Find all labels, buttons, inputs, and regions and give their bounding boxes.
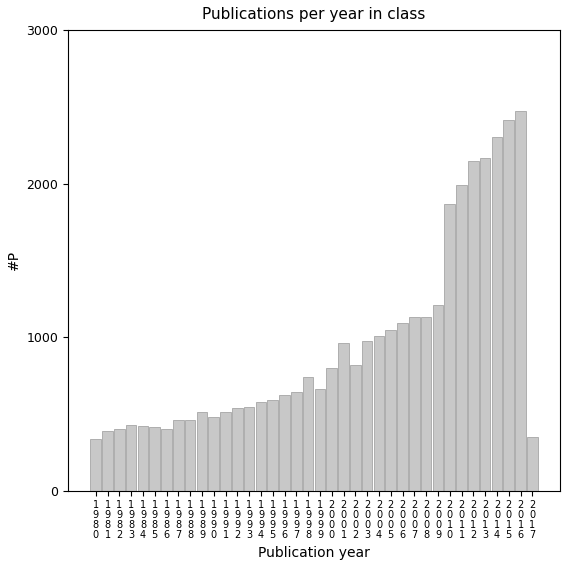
Bar [409, 318, 420, 491]
Bar [185, 420, 196, 491]
Bar [456, 185, 467, 491]
Bar [480, 158, 490, 491]
Bar [161, 429, 172, 491]
Bar [291, 392, 302, 491]
Bar [527, 437, 538, 491]
Bar [280, 395, 290, 491]
Bar [138, 426, 149, 491]
Bar [256, 401, 266, 491]
X-axis label: Publication year: Publication year [258, 546, 370, 560]
Bar [197, 412, 208, 491]
Title: Publications per year in class: Publications per year in class [202, 7, 426, 22]
Bar [338, 344, 349, 491]
Bar [492, 137, 502, 491]
Bar [374, 336, 384, 491]
Bar [209, 417, 219, 491]
Bar [303, 377, 314, 491]
Bar [315, 390, 325, 491]
Bar [397, 323, 408, 491]
Bar [350, 365, 361, 491]
Bar [515, 111, 526, 491]
Bar [268, 400, 278, 491]
Bar [220, 412, 231, 491]
Y-axis label: #P: #P [7, 251, 21, 270]
Bar [232, 408, 243, 491]
Bar [244, 407, 255, 491]
Bar [327, 368, 337, 491]
Bar [503, 120, 514, 491]
Bar [433, 305, 443, 491]
Bar [173, 420, 184, 491]
Bar [102, 431, 113, 491]
Bar [421, 318, 431, 491]
Bar [386, 331, 396, 491]
Bar [445, 204, 455, 491]
Bar [91, 438, 101, 491]
Bar [126, 425, 137, 491]
Bar [150, 427, 160, 491]
Bar [362, 341, 373, 491]
Bar [468, 160, 479, 491]
Bar [114, 429, 125, 491]
